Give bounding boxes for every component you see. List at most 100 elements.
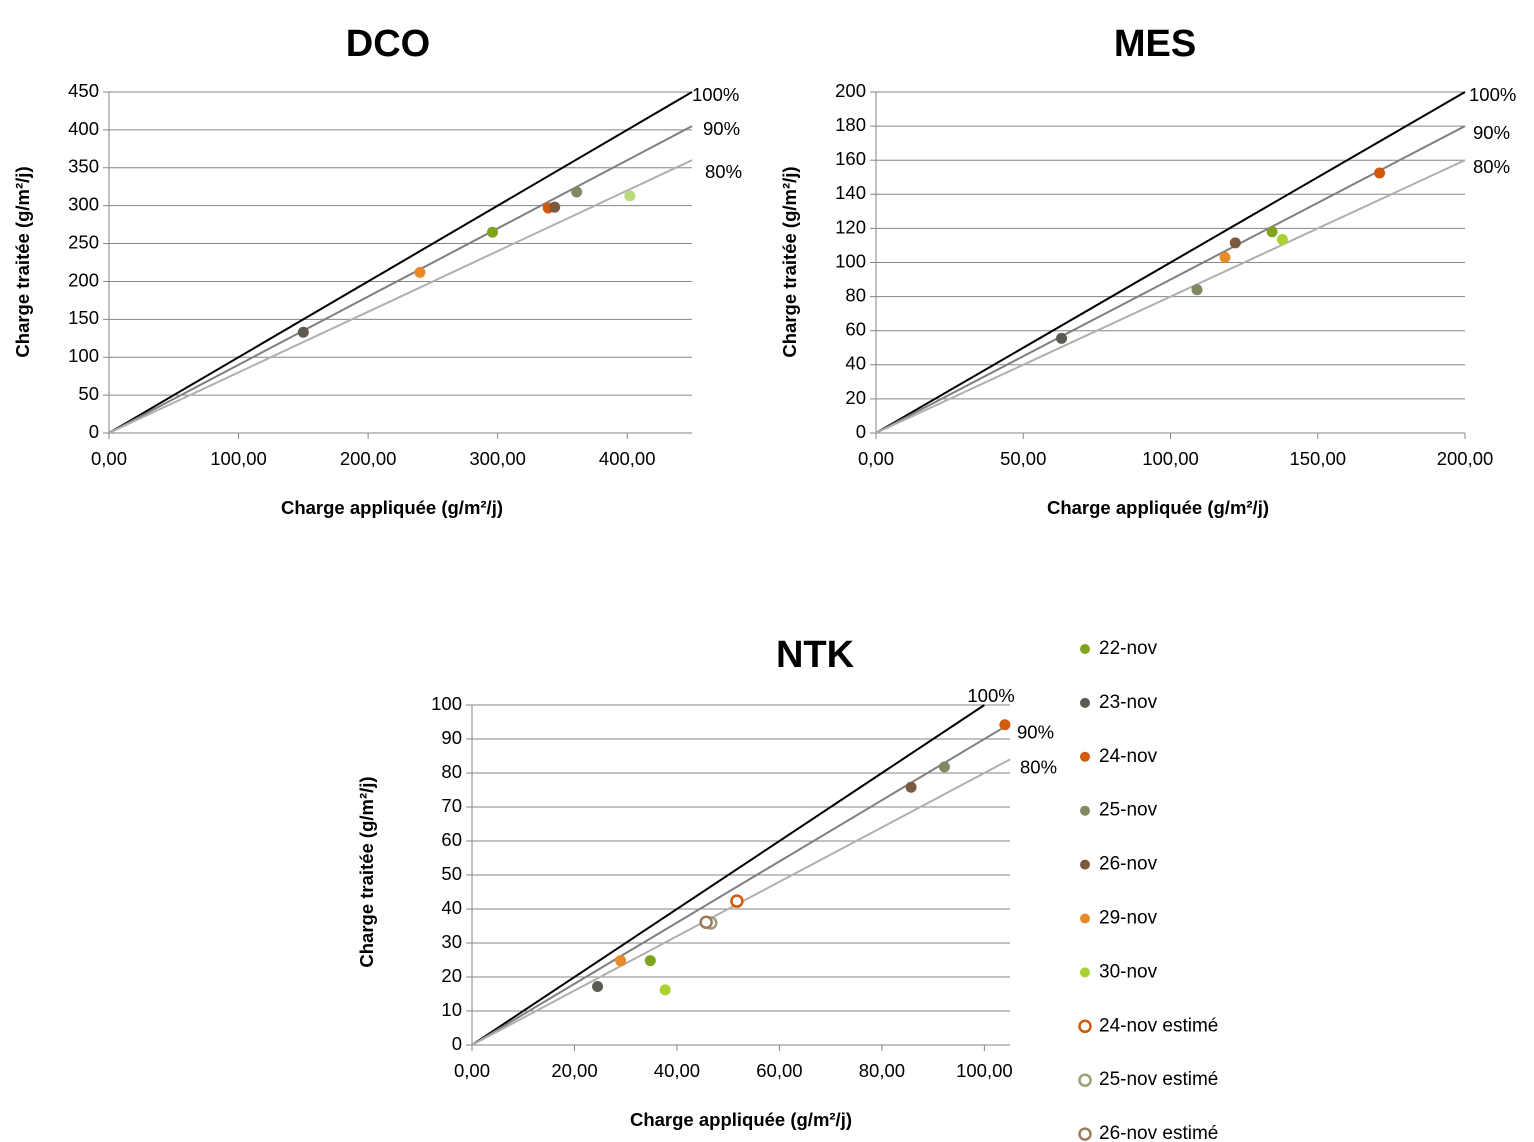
data-point-23-nov xyxy=(297,326,309,338)
y-tick-label: 60 xyxy=(845,319,866,340)
data-point-25-nov xyxy=(938,761,950,773)
data-point-24-nov-estimé xyxy=(730,894,744,908)
data-point-24-nov xyxy=(1374,167,1386,179)
data-point-26-nov-estimé xyxy=(699,915,713,930)
x-tick-label: 300,00 xyxy=(469,448,526,469)
data-point-23-nov xyxy=(1056,332,1068,344)
y-tick-label: 70 xyxy=(441,795,462,816)
reference-line-label: 90% xyxy=(1473,122,1510,143)
legend-marker-23-nov xyxy=(1080,697,1090,708)
y-tick-label: 150 xyxy=(68,307,99,328)
y-tick-label: 0 xyxy=(856,421,866,442)
data-point-30-nov xyxy=(624,190,636,202)
y-tick-label: 180 xyxy=(835,114,866,135)
legend-label: 24-nov xyxy=(1099,746,1158,767)
data-point-24-nov xyxy=(999,719,1011,731)
y-tick-label: 140 xyxy=(835,182,866,203)
legend-label: 22-nov xyxy=(1099,638,1158,659)
legend-label: 29-nov xyxy=(1099,908,1158,929)
data-point-22-nov xyxy=(486,226,498,238)
legend-marker-26-nov-estimé xyxy=(1078,1127,1092,1141)
reference-line-90pct xyxy=(875,125,1466,434)
x-tick-label: 150,00 xyxy=(1289,448,1346,469)
y-axis-title: Charge traitée (g/m²/j) xyxy=(779,166,800,357)
y-tick-label: 90 xyxy=(441,727,462,748)
legend-marker-30-nov xyxy=(1080,967,1090,978)
legend-label: 26-nov xyxy=(1099,854,1158,875)
x-tick-label: 100,00 xyxy=(956,1060,1013,1081)
y-tick-label: 80 xyxy=(845,284,866,305)
reference-line-label: 100% xyxy=(692,84,739,105)
y-tick-label: 300 xyxy=(68,194,99,215)
x-axis-title: Charge appliquée (g/m²/j) xyxy=(630,1109,852,1130)
reference-line-label: 100% xyxy=(967,685,1014,706)
reference-line-label: 80% xyxy=(705,161,742,182)
chart-title: NTK xyxy=(776,634,855,676)
y-tick-label: 100 xyxy=(68,345,99,366)
data-point-22-nov xyxy=(1266,226,1278,238)
legend-label: 30-nov xyxy=(1099,961,1158,982)
chart-title: DCO xyxy=(346,23,430,65)
x-tick-label: 100,00 xyxy=(210,448,267,469)
y-tick-label: 0 xyxy=(452,1033,462,1054)
y-tick-label: 80 xyxy=(441,761,462,782)
reference-line-label: 100% xyxy=(1469,84,1516,105)
chart-title: MES xyxy=(1114,23,1196,65)
legend-label: 25-nov xyxy=(1099,800,1158,821)
y-tick-label: 100 xyxy=(835,250,866,271)
x-axis-title: Charge appliquée (g/m²/j) xyxy=(281,497,503,518)
y-tick-label: 10 xyxy=(441,999,462,1020)
legend-marker-24-nov xyxy=(1080,751,1090,762)
y-tick-label: 100 xyxy=(431,693,462,714)
legend-label: 23-nov xyxy=(1099,692,1158,713)
data-point-26-nov xyxy=(549,201,561,213)
y-tick-label: 400 xyxy=(68,118,99,139)
data-point-30-nov xyxy=(1276,233,1288,245)
legend-label: 24-nov estimé xyxy=(1099,1015,1218,1036)
y-tick-label: 200 xyxy=(68,269,99,290)
reference-line-label: 80% xyxy=(1473,156,1510,177)
y-tick-label: 40 xyxy=(845,353,866,374)
y-tick-label: 0 xyxy=(89,421,99,442)
x-tick-label: 200,00 xyxy=(1437,448,1494,469)
data-point-29-nov xyxy=(414,266,426,278)
data-point-25-nov xyxy=(1191,284,1203,296)
x-tick-label: 0,00 xyxy=(858,448,894,469)
reference-line-100pct xyxy=(875,91,1466,434)
data-point-26-nov xyxy=(1229,237,1241,249)
x-tick-label: 60,00 xyxy=(756,1060,802,1081)
y-axis-title: Charge traitée (g/m²/j) xyxy=(12,166,33,357)
y-axis-title: Charge traitée (g/m²/j) xyxy=(356,776,377,967)
legend-marker-25-nov xyxy=(1080,805,1090,816)
data-point-25-nov xyxy=(571,186,583,198)
data-point-23-nov xyxy=(592,981,604,993)
legend-label: 26-nov estimé xyxy=(1099,1123,1218,1142)
reference-line-80pct xyxy=(875,159,1466,434)
data-point-22-nov xyxy=(644,955,656,967)
reference-line-100pct xyxy=(471,704,985,1046)
legend-marker-24-nov-estimé xyxy=(1078,1019,1092,1034)
y-tick-label: 60 xyxy=(441,829,462,850)
y-tick-label: 120 xyxy=(835,216,866,237)
x-axis-title: Charge appliquée (g/m²/j) xyxy=(1047,497,1269,518)
x-tick-label: 80,00 xyxy=(859,1060,905,1081)
reference-line-90pct xyxy=(108,125,693,434)
y-tick-label: 50 xyxy=(78,383,99,404)
legend-marker-29-nov xyxy=(1080,913,1090,924)
mes-chart: MES 0 20 40 60 80 100 120 140 160 180 200 0,00 50,00 1… xyxy=(779,23,1516,518)
y-tick-label: 30 xyxy=(441,931,462,952)
y-tick-label: 40 xyxy=(441,897,462,918)
reference-line-label: 90% xyxy=(703,118,740,139)
reference-line-90pct xyxy=(471,722,1011,1046)
legend: 22-nov 23-nov 24-nov 25-nov 26-nov 29-nov 30-n… xyxy=(1078,638,1218,1142)
legend-label: 25-nov estimé xyxy=(1099,1069,1218,1090)
reference-line-100pct xyxy=(108,91,693,434)
y-tick-label: 50 xyxy=(441,863,462,884)
y-tick-label: 350 xyxy=(68,156,99,177)
data-point-26-nov xyxy=(905,781,917,793)
reference-line-label: 90% xyxy=(1017,722,1054,743)
y-tick-label: 20 xyxy=(845,387,866,408)
data-point-30-nov xyxy=(659,984,671,996)
x-tick-label: 20,00 xyxy=(551,1060,597,1081)
